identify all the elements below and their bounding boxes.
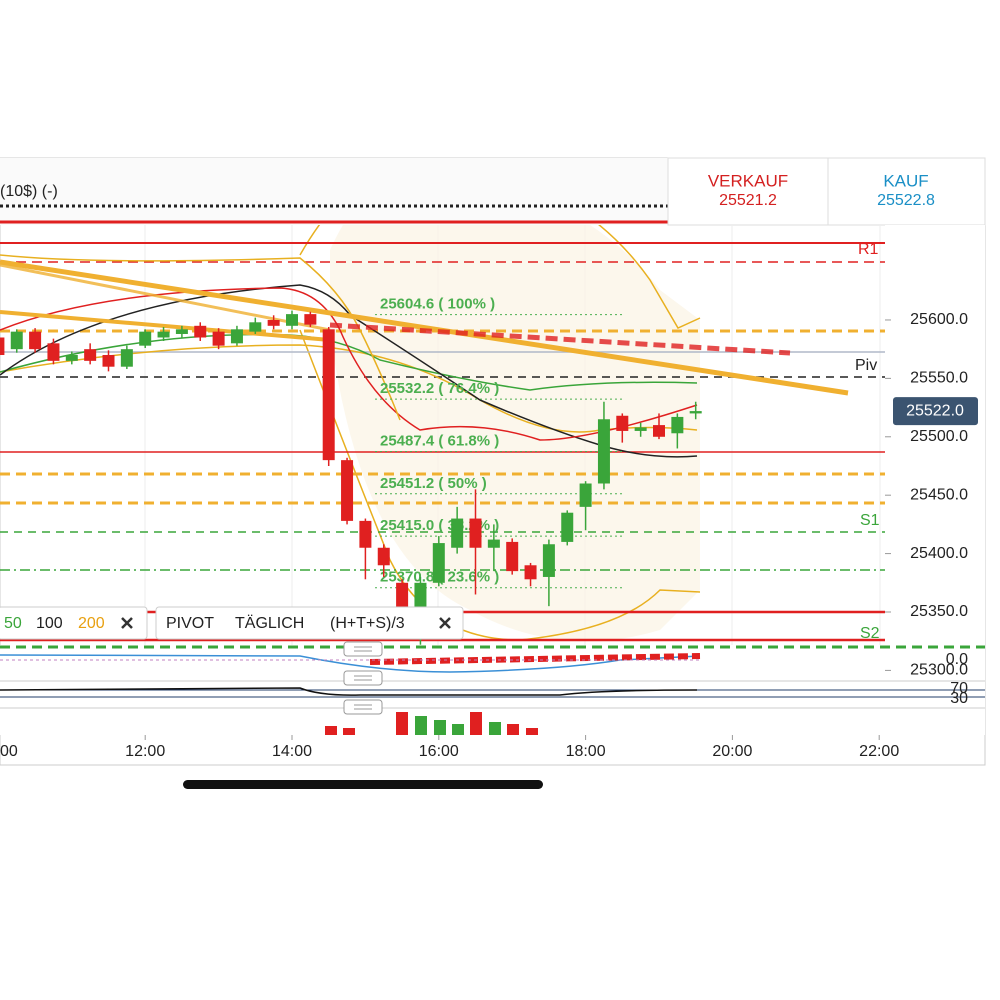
y-tick-label: 25550.0 [910,370,968,387]
candle-body [359,520,372,548]
candle-body [120,349,133,367]
candle-body [506,541,519,572]
candle-body [0,337,5,356]
x-tick-label: 16:00 [419,743,459,760]
rsi-30-label: 30 [950,690,968,707]
candle-body [194,325,207,338]
handle-grip [354,646,372,710]
candle-body [102,355,115,367]
close-icon[interactable] [439,617,451,629]
candle-body [139,331,152,346]
candle-body [561,512,574,542]
candle-body [689,411,702,414]
candle-body [377,547,390,566]
x-tick-label: 12:00 [125,743,165,760]
y-tick-label: 25600.0 [910,311,968,328]
panel-handles[interactable] [343,641,383,715]
legend-ma50: 50 [4,615,22,632]
x-tick-label: 22:00 [859,743,899,760]
sell-label[interactable]: VERKAUF [708,171,788,190]
x-tick-label: 00 [0,743,18,760]
macd-histogram [369,653,701,665]
candle-body [634,427,647,431]
rsi-line [0,687,698,696]
candle-body [286,314,298,326]
y-tick-label: 25300.0 [910,662,968,679]
legend-ma200: 200 [78,615,105,632]
candle-body [304,314,317,325]
current-price-label: 25522.0 [906,402,964,419]
legend-daily: TÄGLICH [235,614,304,632]
trend-line [0,259,849,396]
candle-body [524,565,537,580]
close-icon[interactable] [121,617,133,629]
rsi-70-label: 70 [950,680,968,697]
macd-line [0,654,701,673]
price-axis [885,225,985,645]
x-tick-label: 20:00 [712,743,752,760]
legend-formula: (H+T+S)/3 [330,615,405,632]
home-indicator [183,780,543,789]
candle-body [671,416,684,434]
candle-body [487,539,500,548]
candle-body [47,343,60,361]
candle-body [157,331,170,338]
forecast-line [329,322,791,356]
trend-line [0,310,331,342]
macd-zero: 0.0 [946,651,968,668]
fib-label: 25415.0 ( 38.2% ) [380,517,499,534]
candle-body [84,349,97,361]
fib-label: 25532.2 ( 76.4% ) [380,380,499,397]
current-price-box [893,397,978,426]
candle-body [29,331,42,350]
pivot-label: Piv [855,357,877,374]
header-bar [0,158,668,225]
y-tick-label: 25400.0 [910,545,968,562]
candle-body [542,544,555,577]
y-tick-label: 25350.0 [910,603,968,620]
candle-body [451,518,464,548]
candle-body [579,483,592,507]
y-tick-label: 25450.0 [910,486,968,503]
pivot-label: S1 [860,512,880,529]
legend-ma100: 100 [36,615,63,632]
buy-price[interactable]: 25522.8 [877,192,935,209]
bollinger-upper [299,225,701,329]
candle-body [432,543,445,583]
plot-area: 25604.6 ( 100% ) 25532.2 ( 76.4% ) 25487.4… [0,225,885,675]
instrument: (10$) (-) [0,183,58,200]
x-tick-label: 14:00 [272,743,312,760]
legend-pivot: PIVOT [166,615,214,632]
y-tick-label: 25500.0 [910,428,968,445]
trend-line [0,263,331,332]
sell-price[interactable]: 25521.2 [719,192,777,209]
buy-label[interactable]: KAUF [883,171,928,190]
pivot-label: R1 [858,241,879,258]
candle-body [175,329,188,334]
pivot-legend[interactable] [155,606,464,640]
volume-bars [325,712,538,735]
candle-body [249,322,262,332]
candle-body [212,331,225,346]
candle-body [230,329,243,344]
candle-body [597,419,610,484]
candle-body [341,460,354,521]
x-tick-label: 18:00 [566,743,606,760]
candle-body [322,329,335,461]
candle-body [653,425,665,437]
candle-body [267,319,280,326]
fib-label: 25604.6 ( 100% ) [380,296,495,313]
fib-label: 25487.4 ( 61.8% ) [380,432,499,449]
candle-body [10,331,23,350]
pivot-label: S2 [860,625,880,642]
fib-label: 25451.2 ( 50% ) [380,475,487,492]
ma-legend[interactable] [0,606,148,640]
candle-body [65,355,78,361]
candle-body [469,518,482,548]
candle-body [616,415,629,431]
sell-button[interactable] [667,157,829,226]
